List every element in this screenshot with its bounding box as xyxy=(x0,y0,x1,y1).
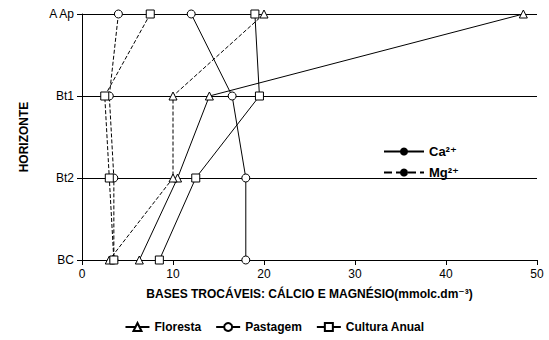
svg-text:Mg²⁺: Mg²⁺ xyxy=(429,165,459,180)
svg-text:Bt2: Bt2 xyxy=(56,171,74,185)
svg-text:Ca²⁺: Ca²⁺ xyxy=(429,144,457,159)
svg-text:10: 10 xyxy=(166,267,180,281)
svg-text:0: 0 xyxy=(79,267,86,281)
svg-text:HORIZONTE: HORIZONTE xyxy=(17,102,31,173)
svg-text:Bt1: Bt1 xyxy=(56,89,74,103)
svg-text:Cultura Anual: Cultura Anual xyxy=(346,320,424,334)
svg-text:40: 40 xyxy=(439,267,453,281)
svg-text:30: 30 xyxy=(348,267,362,281)
svg-text:A Ap: A Ap xyxy=(49,7,74,21)
svg-text:20: 20 xyxy=(257,267,271,281)
svg-text:Pastagem: Pastagem xyxy=(245,320,302,334)
svg-text:Floresta: Floresta xyxy=(154,320,201,334)
svg-text:BC: BC xyxy=(57,253,74,267)
svg-text:BASES TROCÁVEIS: CÁLCIO E MAGN: BASES TROCÁVEIS: CÁLCIO E MAGNÉSIO(mmolc… xyxy=(146,286,472,301)
svg-text:50: 50 xyxy=(530,267,544,281)
